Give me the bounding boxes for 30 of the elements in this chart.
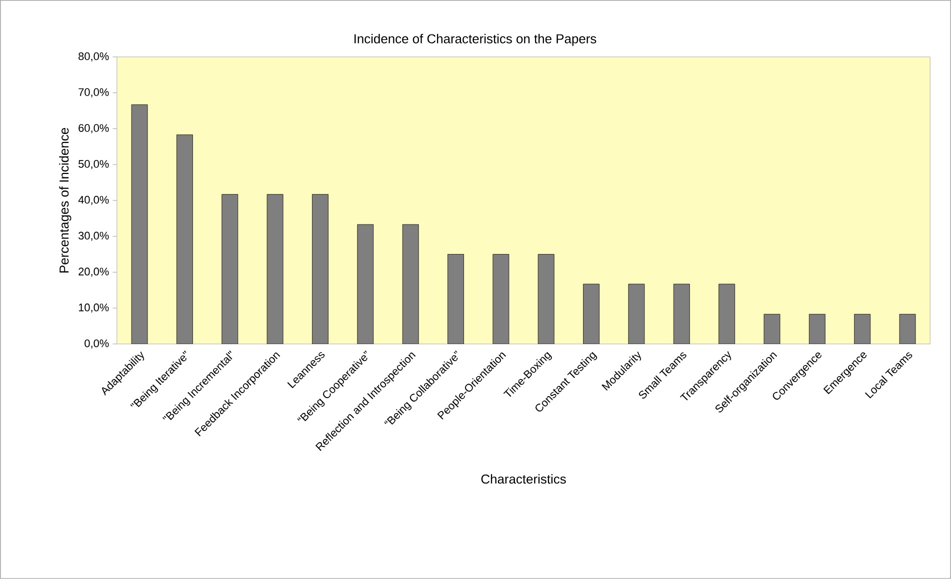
bar [808,314,826,344]
y-tick-label: 40,0% [78,196,109,206]
y-tick-label: 10,0% [78,304,109,313]
bar [266,194,284,344]
bar [492,254,510,344]
y-axis-title: Percentages of Incidence [59,128,72,273]
bar [222,194,238,344]
y-tick-label: 20,0% [78,268,109,277]
y-tick-label: 80,0% [78,52,109,62]
y-tick-label: 0,0% [84,339,109,349]
y-tick-label: 50,0% [78,160,109,170]
bar [854,314,871,344]
bar [357,224,374,344]
bar [628,284,645,344]
bar [131,104,148,344]
y-tick-label: 60,0% [78,124,109,134]
chart-title: Incidence of Characteristics on the Papers [354,34,596,46]
bar [718,284,736,344]
bar [673,284,690,344]
bar [583,284,600,344]
bar [538,254,554,344]
bar [899,314,916,344]
y-tick-label: 70,0% [78,88,109,98]
y-tick-label: 30,0% [78,232,109,241]
bar [402,224,419,344]
bar [312,194,328,344]
bar [176,134,193,344]
bar [448,254,464,344]
bar [764,314,780,344]
x-axis-title: Characteristics [481,474,566,484]
